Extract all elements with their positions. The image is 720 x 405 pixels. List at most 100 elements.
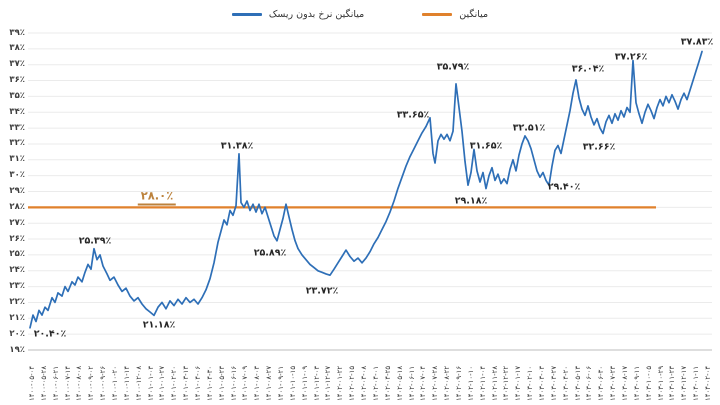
y-tick-label: ۲۳٪ [9, 281, 25, 292]
series-line [29, 50, 703, 329]
x-tick-label: ۱۴۰۲-۰۸-۲۲ [443, 365, 452, 401]
y-tick-label: ۳۹٪ [9, 27, 25, 38]
point-value-label: ۲۰.۴۰٪ [33, 328, 67, 340]
x-tick-label: ۱۴۰۱-۰۹-۲۱ [277, 365, 286, 401]
x-tick-label: ۱۴۰۳-۰۶-۳۰ [597, 365, 606, 401]
x-tick-label: ۱۴۰۴-۰۲-۰۴ [704, 365, 712, 401]
x-tick-label: ۱۴۰۲-۰۴-۲۵ [383, 365, 392, 401]
x-tick-label: ۱۴۰۳-۰۸-۱۷ [620, 365, 629, 401]
legend-label-risk-free-average: میانگین نرخ بدون ریسک [268, 8, 365, 20]
x-tick-label: ۱۴۰۲-۱۱-۲۸ [490, 365, 499, 401]
y-tick-label: ۲۸٪ [9, 201, 25, 212]
x-tick-label: ۱۴۰۲-۰۹-۱۶ [454, 365, 463, 401]
point-value-label: ۲۹.۱۸٪ [454, 195, 488, 207]
y-tick-label: ۳۷٪ [9, 59, 25, 70]
x-tick-label: ۱۴۰۰-۰۵-۰۴ [28, 365, 36, 401]
x-tick-label: ۱۴۰۱-۱۱-۰۹ [300, 365, 309, 401]
x-tick-label: ۱۴۰۳-۰۵-۱۳ [573, 365, 582, 401]
y-tick-label: ۲۹٪ [9, 186, 25, 196]
x-tick-label: ۱۴۰۰-۰۸-۰۸ [75, 365, 84, 401]
point-value-label: ۳۱.۳۸٪ [220, 140, 254, 152]
legend-item-average: میانگین [422, 9, 488, 20]
x-tick-label: ۱۴۰۳-۰۹-۱۱ [632, 365, 641, 401]
x-tick-label: ۱۴۰۳-۰۶-۰۶ [585, 365, 594, 401]
x-tick-label: ۱۴۰۳-۰۱-۱۷ [514, 365, 523, 401]
point-value-label: ۳۲.۶۶٪ [582, 141, 616, 153]
x-tick-label: ۱۴۰۳-۱۰-۲۹ [656, 365, 665, 401]
x-tick-label: ۱۴۰۲-۱۱-۰۴ [478, 365, 487, 401]
average-value-label: ۲۸.۰٪ [137, 189, 177, 206]
point-value-label: ۳۷.۸۳٪ [680, 36, 714, 48]
y-tick-label: ۳۸٪ [9, 43, 25, 54]
x-tick-label: ۱۴۰۲-۰۳-۰۸ [360, 365, 369, 401]
y-tick-label: ۳۳٪ [9, 122, 25, 133]
y-tick-label: ۲۱٪ [9, 312, 25, 323]
point-value-label: ۳۱.۶۵٪ [469, 140, 503, 152]
x-tick-label: ۱۴۰۱-۰۳-۱۳ [182, 365, 191, 401]
point-value-label: ۳۵.۷۹٪ [436, 61, 470, 73]
x-tick-label: ۱۴۰۳-۰۲-۱۰ [526, 365, 535, 401]
x-tick-label: ۱۴۰۱-۰۶-۱۶ [229, 365, 238, 401]
x-tick-label: ۱۴۰۳-۰۴-۲۰ [561, 365, 570, 401]
y-tick-label: ۳۶٪ [9, 75, 25, 86]
x-tick-label: ۱۴۰۲-۰۷-۰۴ [419, 365, 428, 401]
y-tick-label: ۲۲٪ [9, 296, 25, 307]
x-tick-label: ۱۴۰۱-۰۱-۲۷ [158, 365, 167, 401]
y-tick-label: ۳۴٪ [9, 106, 25, 117]
orange-line-swatch-icon [422, 12, 453, 16]
x-tick-label: ۱۴۰۲-۰۲-۱۵ [348, 365, 357, 401]
point-value-label: ۳۶.۰۴٪ [571, 63, 605, 75]
blue-line-swatch-icon [231, 12, 262, 16]
x-tick-label: ۱۴۰۱-۰۸-۰۳ [253, 365, 262, 401]
legend-item-risk-free-average: میانگین نرخ بدون ریسک [231, 8, 365, 20]
x-tick-label: ۱۴۰۰-۰۹-۰۲ [87, 365, 96, 401]
x-tick-label: ۱۴۰۱-۰۷-۰۹ [241, 365, 250, 401]
point-value-label: ۳۷.۲۶٪ [614, 51, 648, 63]
y-tick-label: ۱۹٪ [9, 344, 25, 355]
x-tick-label: ۱۴۰۰-۱۱-۱۴ [122, 365, 131, 401]
y-tick-label: ۳۵٪ [9, 90, 25, 101]
y-tick-label: ۲۶٪ [9, 233, 25, 244]
x-tick-label: ۱۴۰۱-۱۲-۲۷ [324, 365, 333, 401]
y-tick-label: ۳۲٪ [9, 138, 25, 149]
y-tick-label: ۲۷٪ [9, 217, 25, 228]
y-tick-label: ۲۰٪ [9, 328, 25, 339]
x-tick-label: ۱۴۰۳-۰۳-۲۷ [549, 365, 558, 401]
point-value-label: ۳۲.۵۱٪ [512, 122, 546, 134]
x-tick-label: ۱۴۰۲-۰۶-۱۱ [407, 365, 416, 401]
x-tick-label: ۱۴۰۲-۱۲-۲۲ [502, 365, 511, 401]
x-tick-label: ۱۴۰۲-۰۷-۲۸ [431, 365, 440, 401]
x-tick-label: ۱۴۰۱-۱۰-۱۵ [288, 365, 297, 401]
x-tick-label: ۱۴۰۳-۱۲-۱۷ [680, 365, 689, 401]
x-tick-label: ۱۴۰۳-۱۱-۲۳ [668, 365, 677, 401]
point-value-label: ۳۳.۶۵٪ [396, 109, 430, 121]
y-tick-label: ۳۰٪ [9, 170, 25, 181]
x-tick-label: ۱۴۰۲-۱۰-۱۰ [466, 365, 475, 401]
x-tick-label: ۱۴۰۴-۰۱-۱۱ [692, 365, 701, 401]
y-tick-label: ۳۱٪ [9, 154, 25, 165]
x-tick-label: ۱۴۰۳-۱۰-۰۵ [644, 365, 653, 401]
x-tick-label: ۱۴۰۲-۰۴-۰۱ [371, 365, 380, 401]
x-tick-label: ۱۴۰۰-۰۷-۱۴ [63, 365, 72, 401]
x-tick-label: ۱۴۰۰-۰۵-۲۸ [39, 365, 48, 401]
x-tick-label: ۱۴۰۱-۰۴-۰۶ [194, 365, 203, 401]
y-tick-label: ۲۴٪ [9, 265, 25, 276]
chart-legend: میانگین نرخ بدون ریسک میانگین [0, 5, 720, 23]
x-tick-label: ۱۴۰۱-۰۱-۰۳ [146, 365, 155, 401]
x-tick-label: ۱۴۰۰-۱۰-۲۰ [111, 365, 120, 401]
y-tick-label: ۲۵٪ [9, 249, 25, 260]
x-tick-label: ۱۴۰۱-۰۸-۲۷ [265, 365, 274, 401]
x-tick-label: ۱۴۰۳-۰۷-۲۳ [609, 365, 618, 401]
x-tick-label: ۱۴۰۲-۰۱-۲۲ [336, 365, 345, 401]
x-tick-label: ۱۴۰۰-۰۶-۲۱ [51, 365, 60, 401]
point-value-label: ۲۳.۷۲٪ [305, 285, 339, 297]
x-tick-label: ۱۴۰۱-۰۲-۲۰ [170, 365, 179, 401]
x-tick-label: ۱۴۰۳-۰۳-۰۳ [537, 365, 546, 401]
x-tick-label: ۱۴۰۱-۱۲-۰۳ [312, 365, 321, 401]
point-value-label: ۲۹.۴۰٪ [547, 181, 581, 193]
x-tick-label: ۱۴۰۰-۰۹-۲۶ [99, 365, 108, 401]
x-tick-label: ۱۴۰۱-۰۵-۲۳ [217, 365, 226, 401]
legend-label-average: میانگین [459, 8, 489, 20]
